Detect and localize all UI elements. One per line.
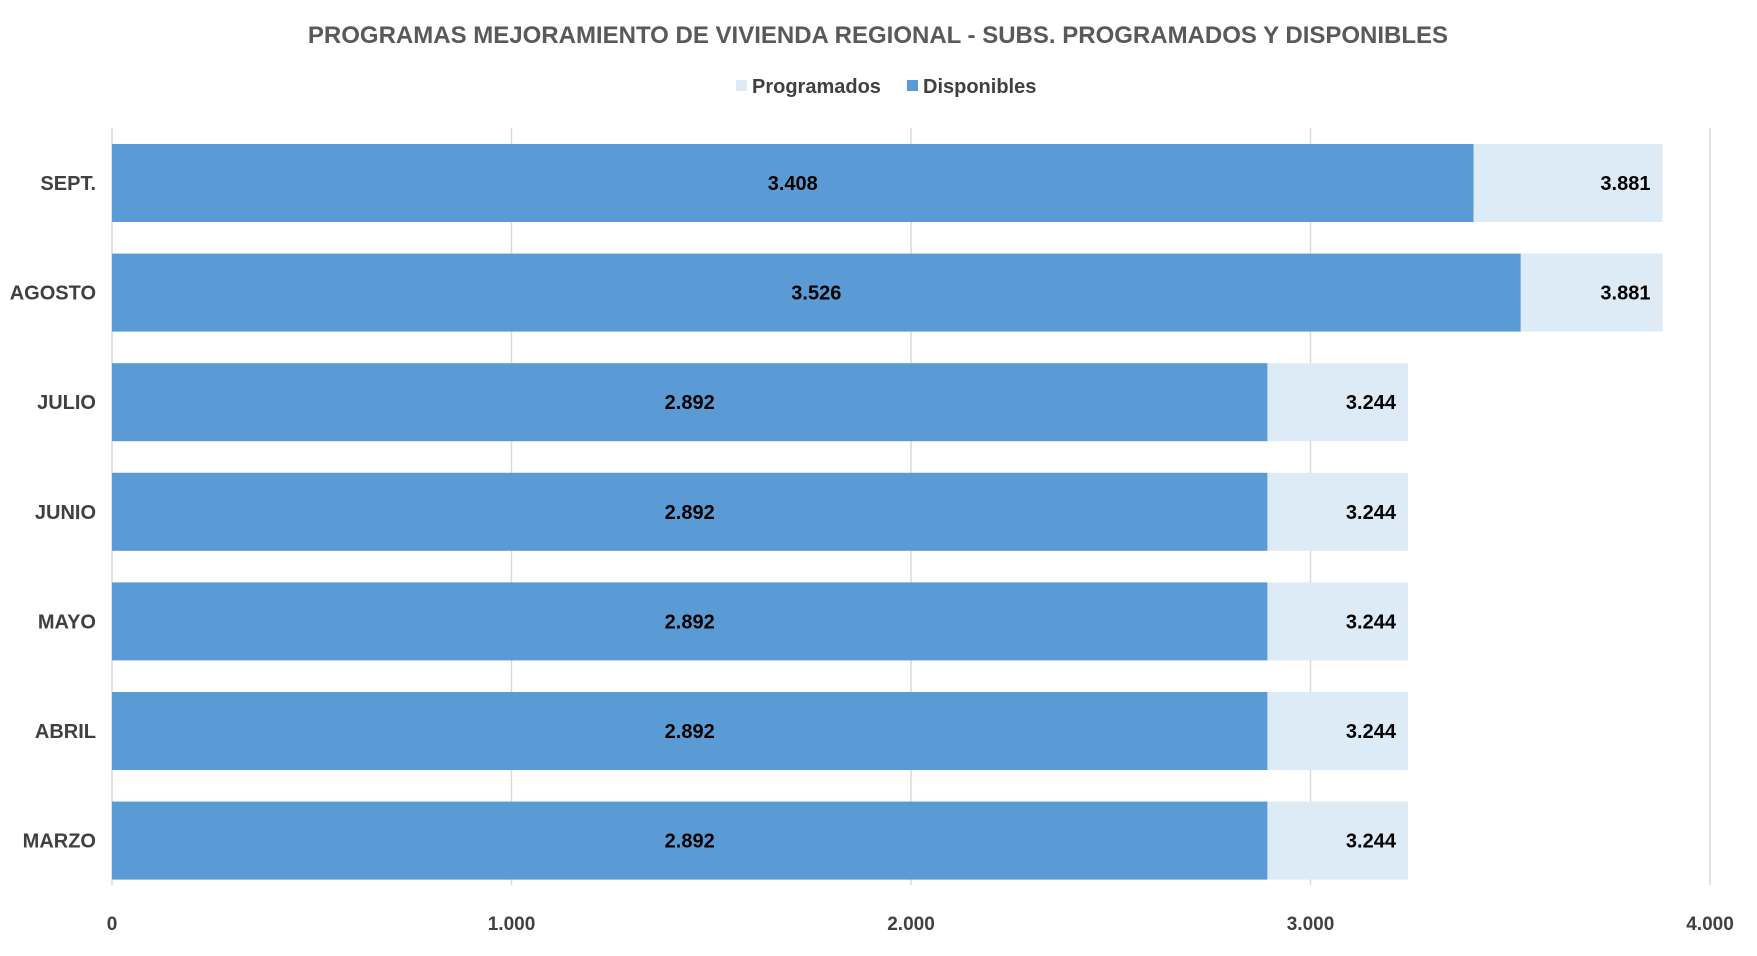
legend-label-disponibles: Disponibles (923, 76, 1036, 98)
data-label-disponibles-6: 2.892 (665, 831, 715, 853)
x-tick-label-3: 3.000 (1287, 914, 1335, 935)
chart-title: PROGRAMAS MEJORAMIENTO DE VIVIENDA REGIO… (308, 22, 1448, 49)
category-label-2: JULIO (37, 392, 96, 414)
bar-disponibles-3 (112, 472, 1268, 551)
data-label-programados-0: 3.881 (1600, 173, 1650, 195)
data-label-disponibles-1: 3.526 (791, 283, 841, 305)
x-tick-label-2: 2.000 (887, 914, 935, 935)
x-axis-tick-labels: 0 1.000 2.000 3.000 4.000 (107, 914, 1734, 935)
legend-label-programados: Programados (752, 76, 881, 98)
data-label-programados-2: 3.244 (1346, 392, 1397, 414)
data-label-programados-1: 3.881 (1600, 283, 1650, 305)
bar-disponibles-2 (112, 363, 1268, 442)
category-label-3: JUNIO (35, 502, 96, 524)
legend-swatch-programados (736, 80, 747, 91)
data-label-programados-6: 3.244 (1346, 831, 1397, 853)
bar-disponibles-5 (112, 692, 1268, 770)
bar-disponibles-0 (112, 144, 1474, 222)
category-label-5: ABRIL (35, 721, 96, 743)
category-labels: SEPT. AGOSTO JULIO JUNIO MAYO ABRIL MARZO (10, 173, 96, 853)
category-label-1: AGOSTO (10, 283, 96, 305)
data-label-disponibles-2: 2.892 (665, 392, 715, 414)
x-tick-label-0: 0 (107, 914, 118, 935)
category-label-4: MAYO (38, 611, 96, 633)
data-label-disponibles-3: 2.892 (665, 502, 715, 524)
data-label-programados-4: 3.244 (1346, 611, 1397, 633)
x-tick-label-1: 1.000 (488, 914, 536, 935)
bar-disponibles-6 (112, 801, 1268, 880)
bar-disponibles-4 (112, 582, 1268, 661)
category-label-6: MARZO (23, 831, 96, 853)
data-label-disponibles-5: 2.892 (665, 721, 715, 743)
data-label-disponibles-0: 3.408 (768, 173, 818, 195)
data-label-programados-5: 3.244 (1346, 721, 1397, 743)
bar-disponibles-1 (112, 253, 1521, 332)
data-label-programados-3: 3.244 (1346, 502, 1397, 524)
x-tick-label-4: 4.000 (1686, 914, 1734, 935)
bars: 3.408 3.881 3.526 3.881 2.892 3.244 2.892 3.244… (112, 144, 1663, 880)
legend: Programados Disponibles (736, 76, 1036, 98)
legend-swatch-disponibles (907, 80, 918, 91)
category-label-0: SEPT. (40, 173, 96, 195)
data-label-disponibles-4: 2.892 (665, 611, 715, 633)
